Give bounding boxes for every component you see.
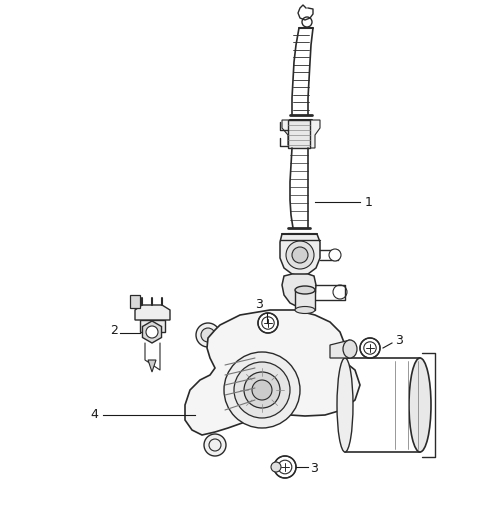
Circle shape [286, 241, 314, 269]
Polygon shape [288, 120, 310, 148]
Text: 3: 3 [255, 298, 263, 311]
Circle shape [244, 372, 280, 408]
Circle shape [146, 326, 158, 338]
Polygon shape [280, 234, 320, 276]
Circle shape [292, 247, 308, 263]
Polygon shape [282, 120, 295, 148]
Circle shape [258, 313, 278, 333]
Circle shape [201, 328, 215, 342]
Polygon shape [143, 321, 162, 343]
Circle shape [360, 338, 380, 358]
Polygon shape [308, 120, 320, 148]
Circle shape [204, 434, 226, 456]
Ellipse shape [295, 286, 315, 294]
Circle shape [196, 323, 220, 347]
Polygon shape [295, 290, 315, 310]
Polygon shape [185, 310, 360, 435]
Circle shape [329, 249, 341, 261]
Ellipse shape [409, 358, 431, 452]
Polygon shape [330, 340, 350, 358]
Text: 3: 3 [310, 461, 318, 475]
Circle shape [252, 380, 272, 400]
Text: 2: 2 [110, 324, 118, 336]
Polygon shape [130, 295, 140, 308]
Text: 1: 1 [365, 196, 373, 208]
Ellipse shape [295, 307, 315, 313]
Text: 3: 3 [395, 333, 403, 347]
Polygon shape [135, 305, 170, 320]
Polygon shape [282, 274, 316, 308]
Circle shape [274, 456, 296, 478]
Circle shape [224, 352, 300, 428]
Polygon shape [140, 320, 165, 332]
Polygon shape [148, 360, 156, 372]
Circle shape [234, 362, 290, 418]
Circle shape [271, 462, 281, 472]
Ellipse shape [343, 340, 357, 358]
Ellipse shape [337, 358, 353, 452]
Text: 4: 4 [90, 409, 98, 421]
